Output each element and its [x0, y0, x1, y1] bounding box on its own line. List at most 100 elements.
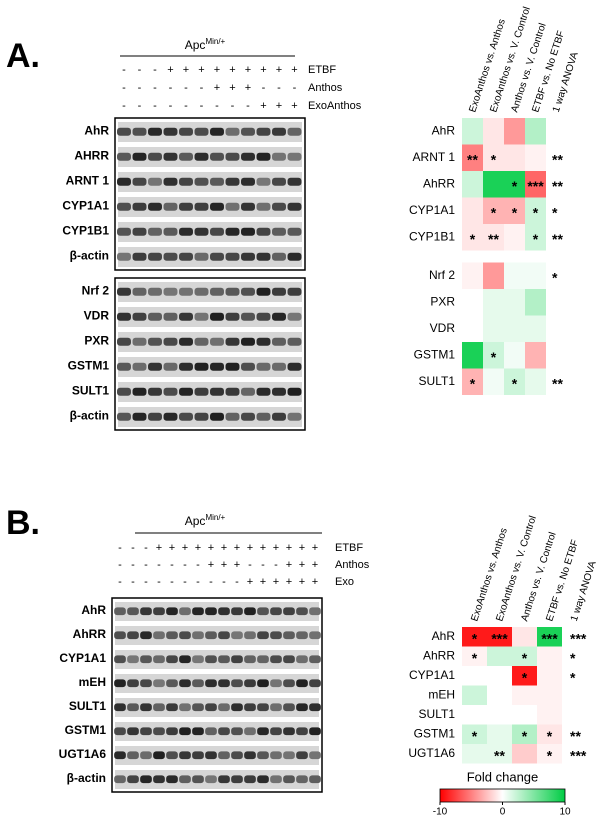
band — [179, 252, 193, 261]
blot-strip — [115, 602, 319, 621]
band — [309, 727, 321, 736]
band — [241, 287, 255, 296]
band — [257, 703, 269, 712]
sign: + — [291, 64, 297, 76]
anova-significance: ** — [552, 231, 563, 247]
band — [231, 631, 243, 640]
sign: + — [312, 542, 318, 554]
blot-label: PXR — [84, 334, 109, 348]
sign: - — [183, 559, 187, 571]
row-label: CYP1B1 — [409, 229, 455, 243]
band — [163, 312, 178, 321]
band — [256, 127, 271, 136]
sign: + — [276, 100, 282, 112]
heat-cell — [487, 627, 512, 647]
band — [179, 412, 193, 421]
sign: - — [231, 100, 235, 112]
band — [163, 152, 178, 161]
blot-strip — [118, 407, 302, 427]
band — [241, 127, 255, 136]
band — [194, 312, 209, 321]
sign: + — [208, 542, 214, 554]
sign: + — [229, 64, 235, 76]
band — [114, 727, 126, 736]
anova-significance: ** — [552, 151, 563, 167]
row-label: SULT1 — [419, 707, 456, 721]
band — [127, 655, 139, 664]
row-label: PXR — [430, 294, 455, 308]
condition-label: ETBF — [308, 64, 336, 76]
band — [117, 252, 131, 261]
band — [194, 362, 209, 371]
band — [241, 202, 255, 211]
row-label: SULT1 — [419, 374, 456, 388]
band — [117, 312, 131, 321]
sign: + — [312, 559, 318, 571]
heat-cell — [525, 315, 546, 342]
blot-strip — [118, 357, 302, 377]
header-main: Apc — [185, 514, 206, 528]
band — [132, 202, 147, 211]
band — [218, 607, 230, 616]
band — [270, 679, 282, 688]
sign: - — [118, 576, 122, 588]
panel-label: B. — [6, 504, 40, 542]
band — [225, 127, 240, 136]
band — [194, 227, 209, 236]
heat-cell — [504, 224, 525, 251]
sign: + — [247, 576, 253, 588]
band — [244, 607, 256, 616]
band — [218, 655, 230, 664]
band — [210, 252, 224, 261]
heat-cell — [512, 744, 537, 764]
heat-cell — [525, 144, 546, 171]
sign: - — [138, 100, 142, 112]
band — [117, 177, 131, 186]
band — [194, 177, 209, 186]
band — [166, 631, 178, 640]
band — [153, 727, 165, 736]
condition-label: Anthos — [308, 82, 343, 94]
band — [210, 287, 224, 296]
sign: - — [184, 100, 188, 112]
band — [225, 287, 240, 296]
band — [257, 679, 269, 688]
significance: ** — [467, 151, 478, 167]
band — [166, 751, 178, 760]
band — [148, 362, 162, 371]
band — [148, 287, 162, 296]
band — [140, 655, 152, 664]
significance: *** — [541, 630, 558, 646]
condition-label: Anthos — [335, 559, 370, 571]
sign: + — [221, 559, 227, 571]
band — [241, 177, 255, 186]
band — [309, 655, 321, 664]
sign: - — [277, 82, 281, 94]
sign: + — [182, 542, 188, 554]
band — [256, 287, 271, 296]
band — [296, 703, 308, 712]
band — [127, 607, 139, 616]
band — [244, 679, 256, 688]
row-label: mEH — [428, 687, 455, 701]
heat-cell — [504, 262, 525, 289]
band — [179, 312, 193, 321]
significance: * — [472, 630, 478, 646]
band — [140, 631, 152, 640]
sign: + — [273, 542, 279, 554]
band — [225, 312, 240, 321]
band — [272, 127, 286, 136]
heat-cell — [525, 368, 546, 395]
anova-significance: *** — [570, 747, 587, 763]
sign: + — [208, 559, 214, 571]
heat-cell — [504, 289, 525, 316]
band — [241, 387, 255, 396]
heat-cell — [512, 705, 537, 725]
sign: + — [156, 542, 162, 554]
heat-cell — [504, 144, 525, 171]
band — [296, 751, 308, 760]
anova-significance: * — [552, 269, 558, 285]
significance: * — [547, 747, 553, 763]
sign: + — [234, 559, 240, 571]
sign: - — [274, 559, 278, 571]
